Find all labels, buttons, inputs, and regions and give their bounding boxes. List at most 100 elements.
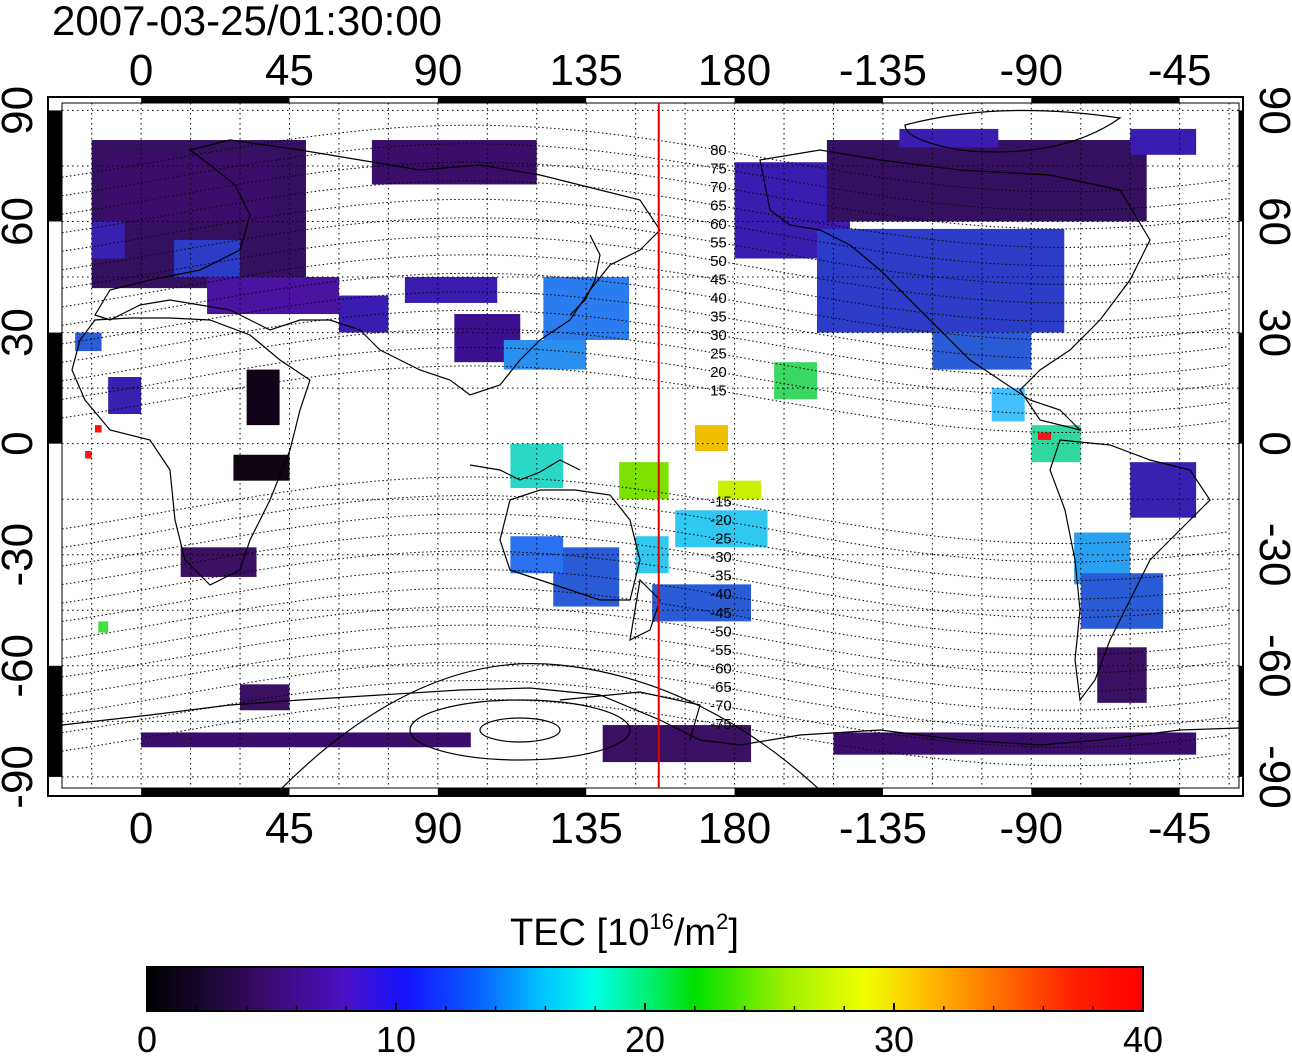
lat-tick-label-left: 0 xyxy=(0,431,42,455)
tec-patch xyxy=(338,295,389,333)
lat-tick-label-left: 90 xyxy=(0,86,42,135)
magnetic-latitude-label: 70 xyxy=(710,179,727,196)
lon-tick-label-top: 180 xyxy=(698,46,771,95)
magnetic-contour xyxy=(62,161,1230,230)
magnetic-contour xyxy=(62,569,1230,637)
colorbar-tick-label: 20 xyxy=(625,1019,665,1057)
magnetic-contour xyxy=(62,124,1230,193)
lat-tick-label-right: 30 xyxy=(1250,308,1292,357)
tec-patch xyxy=(652,584,752,622)
magnetic-contour xyxy=(62,587,1230,656)
magnetic-contour xyxy=(62,291,1230,360)
magnetic-contour xyxy=(62,328,1230,397)
frame-bar-right xyxy=(1239,665,1243,777)
colorbar-tick-label: 10 xyxy=(376,1019,416,1057)
lat-tick-label-left: 60 xyxy=(0,197,42,246)
tec-patch xyxy=(816,228,1065,333)
frame-bar-top xyxy=(1031,97,1180,103)
magnetic-contour xyxy=(62,606,1230,674)
magnetic-latitude-label: 15 xyxy=(710,383,727,400)
magnetic-contour xyxy=(62,476,1230,545)
tec-patch xyxy=(94,425,102,433)
tec-patch xyxy=(180,547,257,577)
lon-tick-label-bottom: 90 xyxy=(413,804,462,853)
latitude-labels-left: 90 60 30 0 -30 -60 -90 xyxy=(0,86,42,809)
magnetic-latitude-label: -65 xyxy=(710,679,732,696)
magnetic-contour xyxy=(62,531,1230,600)
colorbar-tick-label: 0 xyxy=(137,1019,157,1057)
magnetic-contour xyxy=(62,494,1230,563)
magnetic-latitude-label: 75 xyxy=(710,160,727,177)
frame-bar-top xyxy=(437,97,587,103)
frame-bar-right xyxy=(1239,332,1243,444)
lon-tick-label-bottom: 180 xyxy=(698,804,771,853)
tec-patch xyxy=(85,451,92,459)
magnetic-contour xyxy=(62,550,1230,619)
magnetic-contour xyxy=(62,680,1230,748)
tec-patch xyxy=(101,154,274,222)
colorbar-label: TEC [1016/m2] xyxy=(510,909,739,954)
magnetic-latitude-label: 65 xyxy=(710,197,727,214)
colorbar-ticks: 0 10 20 30 40 xyxy=(137,1003,1163,1057)
lon-tick-label-top: 0 xyxy=(129,46,153,95)
magnetic-latitude-label: 25 xyxy=(710,346,727,363)
graticule-grid xyxy=(62,103,1239,788)
longitude-labels-top: 0 45 90 135 180 -135 -90 -45 xyxy=(129,46,1212,95)
magnetic-latitude-label: -75 xyxy=(710,716,732,733)
tec-patch xyxy=(619,462,669,500)
lon-tick-label-bottom: 45 xyxy=(265,804,314,853)
tec-patch xyxy=(774,362,817,400)
lon-tick-label-bottom: -90 xyxy=(999,804,1063,853)
lat-tick-label-left: -60 xyxy=(0,634,42,698)
magnetic-latitude-label: 60 xyxy=(710,216,727,233)
tec-patch xyxy=(233,454,290,481)
tec-patch xyxy=(108,377,142,415)
frame-bar-bottom xyxy=(437,788,587,796)
magnetic-contour xyxy=(62,698,1230,767)
magnetic-contour xyxy=(62,643,1230,711)
magnetic-contour xyxy=(62,365,1230,433)
solid-contours xyxy=(281,109,1122,788)
magnetic-latitude-label: 45 xyxy=(710,272,727,289)
tec-patch xyxy=(207,277,339,315)
magnetic-latitude-label: 40 xyxy=(710,290,727,307)
lon-tick-label-bottom: -45 xyxy=(1148,804,1212,853)
magnetic-latitude-label: 55 xyxy=(710,234,727,251)
magnetic-latitude-label: -50 xyxy=(710,623,732,640)
tec-patch xyxy=(1080,573,1164,629)
magnetic-latitude-label: 50 xyxy=(710,253,727,270)
magnetic-contour xyxy=(62,661,1230,730)
magnetic-latitude-label: -35 xyxy=(710,568,732,585)
magnetic-latitude-label: 30 xyxy=(710,327,727,344)
lon-tick-label-top: -45 xyxy=(1148,46,1212,95)
tec-patch xyxy=(246,369,280,426)
tec-patch xyxy=(141,732,471,748)
frame-bar-top xyxy=(141,97,290,103)
tec-patch xyxy=(695,425,728,452)
lat-tick-label-left: -30 xyxy=(0,523,42,587)
frame-bar-left xyxy=(48,110,62,222)
lon-tick-label-top: -90 xyxy=(999,46,1063,95)
lon-tick-label-top: 45 xyxy=(265,46,314,95)
magnetic-contour xyxy=(62,198,1230,267)
lon-tick-label-bottom: 135 xyxy=(549,804,622,853)
tec-data-patches xyxy=(75,128,1197,763)
lat-tick-label-right: 90 xyxy=(1250,86,1292,135)
magnetic-contour xyxy=(62,513,1230,582)
tec-patch xyxy=(240,684,290,711)
magnetic-latitude-label: -25 xyxy=(710,531,732,548)
lon-tick-label-bottom: 0 xyxy=(129,804,153,853)
magnetic-contour xyxy=(62,217,1230,285)
map-title: 2007-03-25/01:30:00 xyxy=(52,0,442,44)
magnetic-latitude-label: -40 xyxy=(710,586,732,603)
latitude-labels-right: 90 60 30 0 -30 -60 -90 xyxy=(1250,86,1292,809)
magnetic-contour xyxy=(62,346,1230,415)
magnetic-latitude-label: 35 xyxy=(710,309,727,326)
magnetic-latitude-label: -30 xyxy=(710,549,732,566)
magnetic-latitude-label: -60 xyxy=(710,660,732,677)
tec-patch xyxy=(91,221,125,259)
lat-tick-label-right: -60 xyxy=(1250,634,1292,698)
magnetic-contour xyxy=(62,254,1230,322)
